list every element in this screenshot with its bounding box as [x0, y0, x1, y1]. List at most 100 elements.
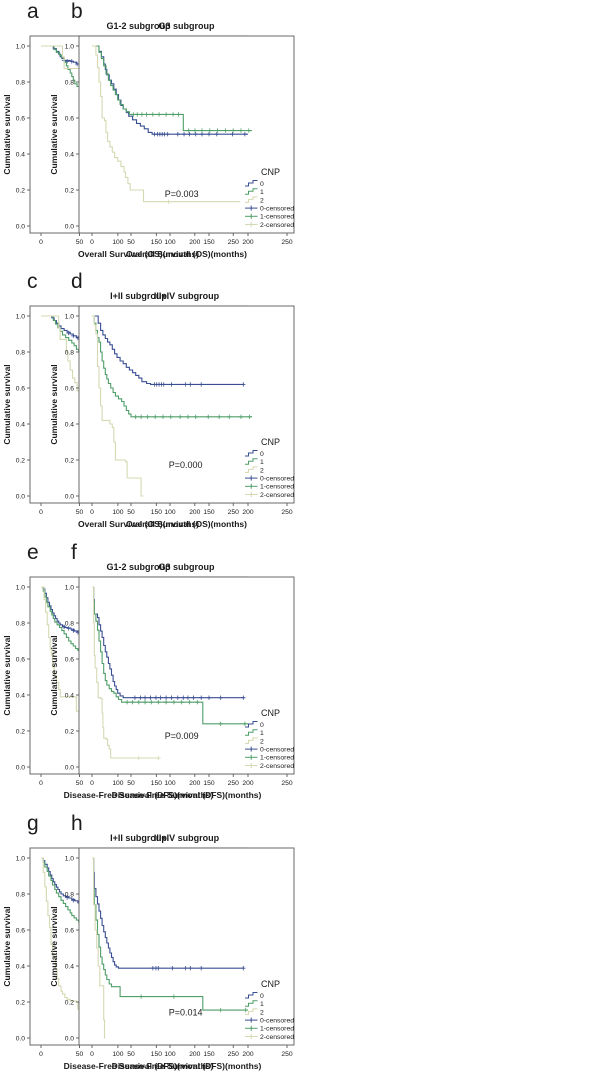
censor-mark-cnp0	[241, 382, 246, 387]
p-value-label: P=0.009	[165, 731, 199, 741]
censor-mark-cnp1	[168, 414, 173, 419]
plot-title: I+II subgroup	[110, 291, 167, 301]
p-value-label: P=0.003	[165, 189, 199, 199]
x-tick-label: 0	[39, 1051, 43, 1058]
y-tick-label: 1.0	[16, 43, 26, 50]
legend-item-label: 1-censored	[260, 1026, 294, 1033]
censor-mark-cnp1	[230, 128, 236, 133]
x-tick-label: 200	[189, 1051, 200, 1058]
legend-item-label: 0-censored	[260, 476, 294, 483]
x-axis-label: Disease-Free Survival (DFS)(months)	[112, 790, 262, 800]
legend-item-label: 2	[260, 738, 264, 745]
censor-mark-cnp1	[187, 700, 192, 705]
plot-title: III+IV subgroup	[154, 833, 220, 843]
x-tick-label: 250	[281, 239, 292, 246]
plot-title: G1-2 subgroup	[106, 562, 171, 572]
x-tick-label: 50	[76, 1051, 84, 1058]
censor-mark-cnp0	[153, 695, 159, 700]
y-tick-label: 0.4	[16, 421, 26, 428]
x-tick-label: 100	[164, 509, 175, 516]
survival-curve-cnp2	[92, 857, 106, 1039]
censor-mark-cnp0	[132, 695, 138, 700]
censor-mark-cnp2	[136, 755, 141, 761]
plot-title: G1-2 subgroup	[106, 21, 171, 31]
plot-frame	[78, 305, 295, 504]
x-tick-label: 100	[164, 780, 175, 787]
censor-mark-cnp0	[230, 132, 235, 137]
y-axis-label: Cumulative survival	[2, 94, 12, 174]
censor-mark-cnp0	[71, 898, 76, 903]
censor-mark-cnp1	[193, 414, 198, 419]
legend-item-label: 1	[260, 1001, 264, 1008]
y-tick-label: 0.8	[65, 620, 75, 627]
censor-mark-cnp1	[176, 112, 181, 117]
x-tick-label: 0	[90, 780, 94, 787]
censor-mark-cnp0	[175, 695, 180, 700]
censor-mark-cnp1	[133, 414, 138, 419]
censor-mark-cnp0	[66, 330, 71, 336]
y-tick-label: 0.6	[16, 656, 26, 663]
y-tick-label: 0.0	[65, 223, 75, 230]
y-tick-label: 0.2	[16, 187, 26, 194]
y-tick-label: 0.0	[16, 493, 26, 500]
censor-mark-cnp1	[247, 414, 252, 419]
legend-item-label: 2-censored	[260, 222, 294, 229]
y-tick-label: 1.0	[65, 313, 75, 320]
x-tick-label: 200	[189, 239, 200, 246]
x-axis-label: Overall Survival (OS)(months)	[126, 249, 247, 259]
x-tick-label: 100	[112, 239, 123, 246]
censor-mark-cnp1	[149, 700, 154, 705]
plot-title: I+II subgroup	[110, 833, 167, 843]
censor-mark-cnp1	[199, 128, 205, 133]
x-tick-label: 150	[203, 1051, 214, 1058]
x-tick-label: 200	[242, 509, 253, 516]
x-tick-label: 0	[39, 509, 43, 516]
x-axis-label: Overall Survival (OS)(months)	[78, 519, 199, 529]
panel-letter-e: e	[27, 541, 39, 564]
censor-mark-cnp1	[238, 414, 244, 419]
legend-item-label: 0-censored	[260, 1018, 294, 1025]
x-tick-label: 150	[203, 780, 214, 787]
x-tick-label: 0	[39, 239, 43, 246]
censor-mark-cnp1	[215, 128, 220, 133]
x-tick-label: 150	[151, 1051, 162, 1058]
legend-item-label: 2	[260, 1009, 264, 1016]
x-tick-label: 50	[76, 239, 84, 246]
legend-line-cnp1	[245, 188, 258, 195]
km-plot-h: 0 50 100 150 200 2500.00.20.40.60.81.0III+IV …	[49, 833, 295, 1071]
censor-mark-cnp0	[188, 965, 193, 971]
y-tick-label: 0.0	[65, 1035, 75, 1042]
censor-mark-cnp1	[156, 700, 161, 705]
censor-mark-cnp0	[61, 624, 67, 630]
survival-curve-cnp2	[92, 315, 144, 497]
censor-mark-cnp1	[206, 414, 211, 419]
y-tick-label: 0.2	[65, 187, 75, 194]
censor-mark-cnp1	[152, 414, 158, 419]
y-tick-label: 0.4	[16, 692, 26, 699]
y-tick-label: 0.8	[16, 349, 26, 356]
legend-title: CNP	[261, 437, 280, 447]
censor-mark-cnp0	[66, 626, 71, 631]
legend-item-label: 0-censored	[260, 747, 294, 754]
y-tick-label: 0.8	[65, 79, 75, 86]
legend-item-label: 2-censored	[260, 492, 294, 499]
x-tick-label: 150	[151, 509, 162, 516]
censor-mark-cnp0	[161, 382, 166, 387]
x-tick-label: 50	[76, 780, 84, 787]
survival-curve-cnp0	[92, 857, 245, 969]
censor-mark-cnp1	[138, 414, 144, 419]
censor-mark-cnp1	[242, 721, 248, 726]
y-tick-label: 0.0	[65, 764, 75, 771]
censor-mark-cnp0	[148, 695, 153, 700]
legend-line-cnp0	[245, 721, 258, 728]
censor-mark-cnp1	[171, 994, 177, 999]
survival-curve-cnp1	[92, 315, 252, 418]
legend-line-cnp2	[245, 1008, 258, 1015]
y-tick-label: 0.6	[16, 927, 26, 934]
panel-letter-d: d	[71, 270, 83, 293]
censor-mark-cnp0	[169, 382, 174, 387]
y-tick-label: 1.0	[16, 313, 26, 320]
y-tick-label: 1.0	[65, 43, 75, 50]
x-tick-label: 0	[90, 1051, 94, 1058]
